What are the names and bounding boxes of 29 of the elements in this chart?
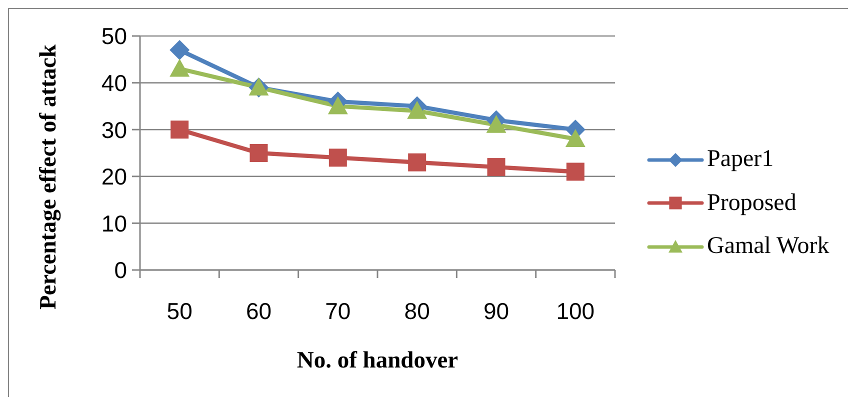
point: [565, 128, 586, 147]
x-tick-label: 60: [246, 298, 272, 324]
x-tick-label: 70: [325, 298, 351, 324]
point: [170, 58, 190, 77]
point: [486, 114, 506, 133]
y-tick-label: 30: [101, 116, 127, 143]
point: [487, 158, 506, 176]
legend-label: Proposed: [707, 190, 796, 217]
point: [170, 120, 189, 139]
y-tick-label: 50: [101, 23, 127, 50]
y-tick-label: 10: [101, 210, 127, 236]
x-axis-title: No. of handover: [296, 347, 458, 374]
point: [250, 144, 268, 162]
legend-label: Paper1: [707, 146, 774, 174]
point: [566, 162, 584, 181]
x-tick-label: 100: [556, 298, 595, 324]
point: [170, 40, 190, 60]
point: [328, 148, 347, 167]
point: [407, 100, 428, 119]
y-tick-label: 20: [101, 164, 127, 190]
legend-label: Gamal Work: [707, 233, 830, 260]
point: [328, 96, 348, 114]
x-tick-label: 50: [166, 298, 192, 324]
y-tick-label: 40: [101, 70, 127, 96]
point: [408, 153, 426, 172]
x-tick-label: 80: [404, 298, 430, 324]
y-axis-title: Percentage effect of attack: [35, 44, 62, 310]
y-tick-label: 0: [114, 257, 127, 284]
x-tick-label: 90: [483, 298, 510, 324]
